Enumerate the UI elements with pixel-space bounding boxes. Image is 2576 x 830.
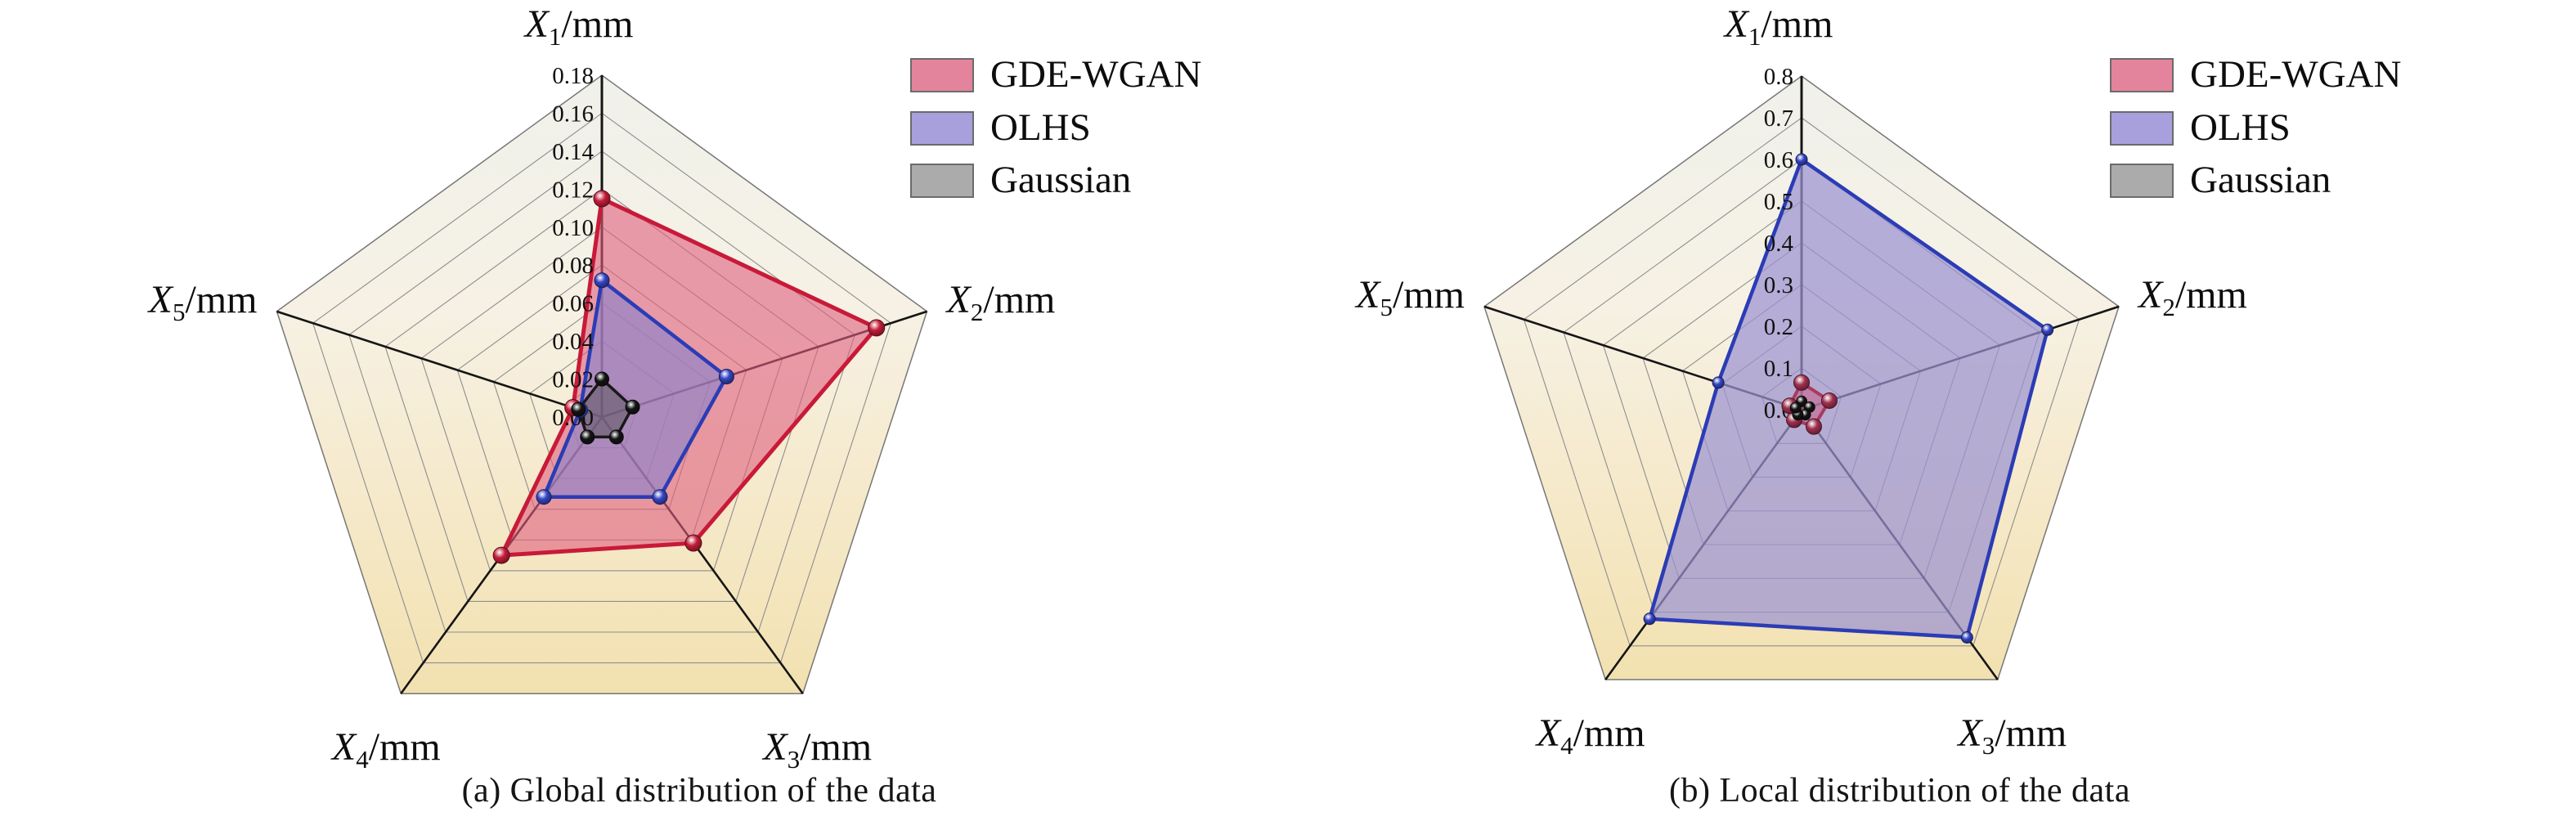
caption-a: (a) Global distribution of the data xyxy=(461,772,937,810)
legend-swatch-gaussian xyxy=(2110,164,2174,199)
marker-olhs xyxy=(594,272,610,289)
marker-olhs xyxy=(652,489,668,505)
marker-olhs xyxy=(1643,612,1656,626)
legend-label: GDE-WGAN xyxy=(2190,53,2402,96)
radar-chart-b: 0.80.70.60.50.40.30.20.10.0 xyxy=(1483,64,2120,680)
tick-label: 0.1 xyxy=(1764,356,1793,382)
legend-swatch-gaussian xyxy=(910,164,974,199)
radar-chart-a: 0.180.160.140.120.100.080.060.040.020.00 xyxy=(276,63,928,694)
axis-label-x1-a: X1/mm xyxy=(524,2,634,51)
marker-olhs xyxy=(1960,631,1973,644)
radial-axis-x5 xyxy=(276,310,603,419)
legend-item-olhs: OLHS xyxy=(910,105,1201,150)
marker-gde-wgan xyxy=(1820,392,1838,409)
marker-gde-wgan xyxy=(684,534,702,552)
tick-label: 0.2 xyxy=(1764,314,1793,340)
axis-label-x4-b: X4/mm xyxy=(1536,711,1645,760)
legend-a: GDE-WGAN OLHS Gaussian xyxy=(910,53,1202,213)
legend-item-gaussian: Gaussian xyxy=(910,159,1201,202)
tick-label: 0.3 xyxy=(1764,272,1793,298)
tick-label: 0.02 xyxy=(552,367,594,393)
legend-swatch-gde-wgan xyxy=(2110,57,2174,92)
marker-olhs xyxy=(1795,153,1808,166)
tick-label: 0.4 xyxy=(1764,231,1794,257)
marker-gde-wgan xyxy=(492,546,510,564)
legend-label: OLHS xyxy=(990,105,1091,149)
axis-label-x4-a: X4/mm xyxy=(331,725,441,774)
marker-gaussian xyxy=(608,429,624,445)
legend-label: Gaussian xyxy=(2190,159,2331,202)
axis-label-x5-b: X5/mm xyxy=(1356,272,1465,321)
tick-label: 0.8 xyxy=(1764,64,1793,90)
tick-label: 0.04 xyxy=(552,329,594,355)
grid-ring xyxy=(1523,117,2080,647)
tick-label: 0.18 xyxy=(552,63,594,89)
marker-olhs xyxy=(2041,323,2054,336)
marker-gaussian xyxy=(580,429,595,445)
axis-label-x1-b: X1/mm xyxy=(1724,2,1833,51)
series-polygon-olhs xyxy=(1647,157,2049,639)
legend-b: GDE-WGAN OLHS Gaussian xyxy=(2110,53,2402,213)
axis-label-x3-b: X3/mm xyxy=(1958,711,2067,760)
legend-label: Gaussian xyxy=(990,159,1132,202)
tick-label: 0.6 xyxy=(1764,147,1793,173)
legend-swatch-gde-wgan xyxy=(910,57,974,92)
marker-olhs xyxy=(1712,376,1725,389)
marker-gde-wgan xyxy=(593,190,611,208)
axis-label-x2-a: X2/mm xyxy=(946,277,1056,326)
tick-label: 0.12 xyxy=(552,177,594,203)
legend-item-gaussian: Gaussian xyxy=(2110,159,2401,202)
legend-label: OLHS xyxy=(2190,105,2291,149)
marker-gde-wgan xyxy=(1805,418,1822,435)
legend-item-gde-wgan: GDE-WGAN xyxy=(2110,53,2402,96)
grid-ring xyxy=(312,112,892,664)
axis-label-x2-b: X2/mm xyxy=(2138,272,2247,321)
tick-label: 0.16 xyxy=(552,101,594,127)
marker-olhs xyxy=(718,368,734,384)
axis-label-x3-a: X3/mm xyxy=(763,725,873,774)
marker-gaussian xyxy=(571,402,586,417)
marker-gaussian xyxy=(595,371,609,387)
marker-gaussian xyxy=(625,399,640,415)
axis-label-x5-a: X5/mm xyxy=(148,277,258,326)
legend-swatch-olhs xyxy=(910,110,974,146)
legend-item-gde-wgan: GDE-WGAN xyxy=(910,53,1202,96)
marker-gde-wgan xyxy=(868,319,886,337)
tick-label: 0.14 xyxy=(552,139,594,165)
legend-item-olhs: OLHS xyxy=(2110,105,2401,150)
marker-olhs xyxy=(536,489,552,505)
tick-label: 0.5 xyxy=(1764,189,1793,215)
tick-label: 0.06 xyxy=(552,291,594,317)
tick-label: 0.08 xyxy=(552,253,594,279)
marker-gde-wgan xyxy=(1793,374,1810,391)
marker-gaussian xyxy=(1789,402,1802,414)
tick-label: 0.7 xyxy=(1764,105,1793,132)
tick-label: 0.10 xyxy=(552,215,594,241)
caption-b: (b) Local distribution of the data xyxy=(1668,772,2131,810)
legend-label: GDE-WGAN xyxy=(990,53,1202,96)
legend-swatch-olhs xyxy=(2110,110,2174,146)
